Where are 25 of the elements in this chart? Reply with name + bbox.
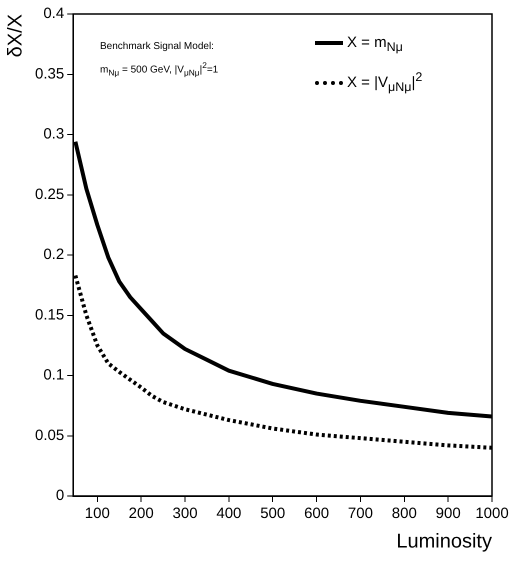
- y-tick-label: 0.3: [43, 126, 64, 143]
- annotation: Benchmark Signal Model:: [100, 40, 215, 54]
- x-tick-label: 800: [392, 505, 417, 522]
- y-tick-label: 0.05: [34, 426, 64, 444]
- legend-label: X = m$_{Nμ}$: [347, 34, 403, 54]
- x-tick-label: 300: [172, 505, 198, 522]
- y-axis-title: δX/X: [4, 14, 27, 58]
- y-tick-label: 0.4: [43, 5, 64, 22]
- x-tick-label: 900: [436, 505, 461, 522]
- x-tick-label: 1000: [475, 505, 509, 522]
- x-tick-label: 400: [216, 505, 242, 522]
- y-tick-label: 0: [56, 487, 64, 504]
- y-tick-label: 0.35: [34, 65, 64, 82]
- legend-label: X = |V$_{μNμ}$|$^{2}$: [347, 70, 422, 94]
- x-tick-label: 500: [260, 505, 286, 522]
- y-tick-label: 0.2: [43, 246, 64, 264]
- x-tick-label: 200: [128, 505, 154, 522]
- x-tick-label: 700: [348, 505, 373, 522]
- x-tick-label: 600: [304, 505, 330, 522]
- x-axis-title: Luminosity: [396, 530, 492, 553]
- x-tick-label: 100: [84, 505, 110, 522]
- y-tick-label: 0.15: [34, 306, 64, 324]
- y-tick-label: 0.1: [43, 366, 64, 384]
- annotation: m$_{Nμ}$ = 500 GeV, |V$_{μNμ}$|$^{2}$=1: [100, 59, 218, 80]
- y-tick-label: 0.25: [34, 186, 64, 203]
